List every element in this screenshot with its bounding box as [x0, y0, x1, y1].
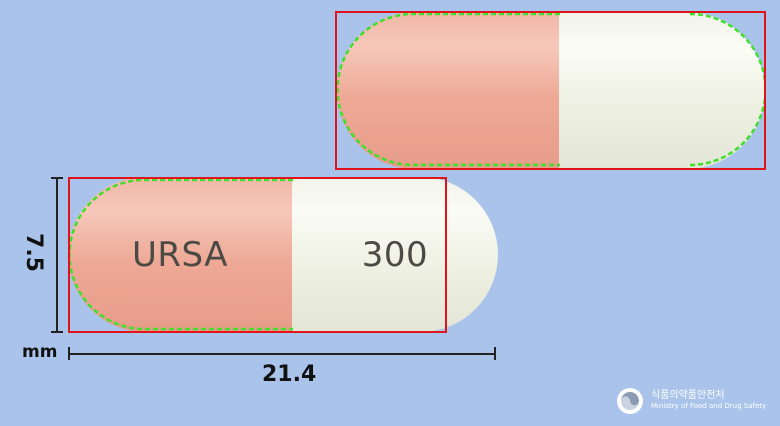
ministry-logo: 식품의약품안전처 Ministry of Food and Drug Safet…	[617, 388, 766, 414]
height-dimension-tick-top	[51, 177, 63, 179]
capsule-bottom-white-half: 300	[292, 177, 498, 332]
height-value-label: 7.5	[20, 233, 46, 272]
capsule-top-white-half	[559, 12, 765, 169]
length-value-label: 21.4	[262, 362, 317, 387]
taeguk-emblem-icon	[617, 388, 643, 414]
height-dimension-tick-bottom	[51, 331, 63, 333]
unit-label: mm	[22, 342, 58, 362]
ministry-name-english: Ministry of Food and Drug Safety	[651, 402, 767, 410]
height-dimension-line	[56, 177, 58, 333]
capsule-top-pink-half	[337, 12, 559, 169]
capsule-image-bottom: URSA 300	[68, 177, 498, 332]
imprint-text-right: 300	[361, 234, 429, 275]
length-dimension-line	[68, 353, 496, 355]
ministry-name: 식품의약품안전처 Ministry of Food and Drug Safet…	[651, 390, 766, 412]
length-dimension-tick-right	[494, 347, 496, 360]
capsule-bottom-pink-half: URSA	[68, 177, 292, 332]
capsule-image-top	[337, 12, 765, 169]
imprint-text-left: URSA	[132, 234, 228, 275]
ministry-name-korean: 식품의약품안전처	[651, 390, 725, 401]
length-dimension-tick-left	[68, 347, 70, 360]
